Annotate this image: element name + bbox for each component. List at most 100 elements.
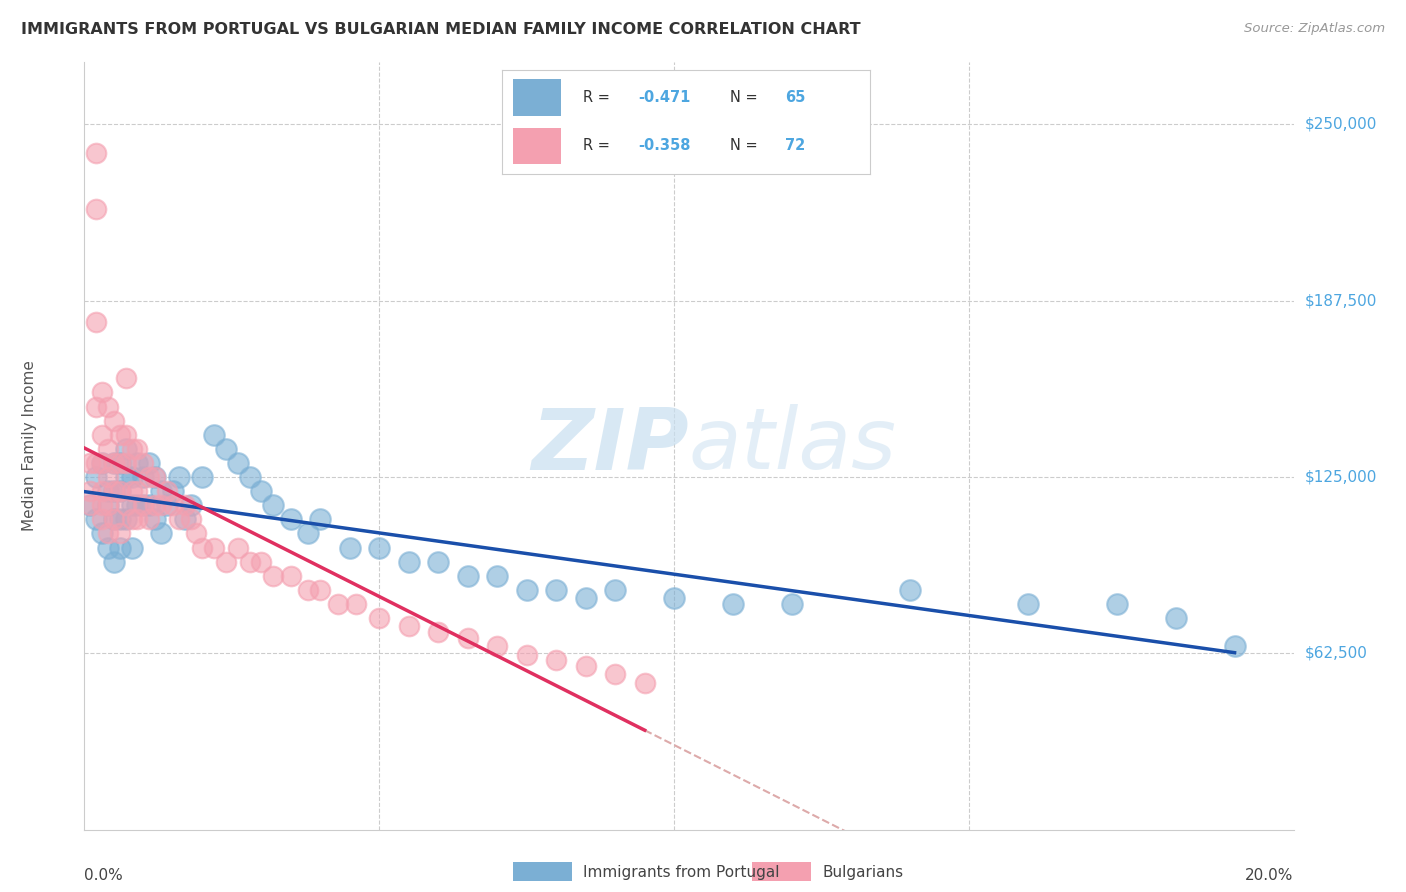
Point: [516, 582, 538, 597]
Point: [97, 541, 120, 555]
Point: [79, 484, 101, 499]
Point: [103, 456, 125, 470]
Point: [108, 512, 131, 526]
Point: [173, 512, 195, 526]
Point: [114, 427, 136, 442]
Point: [84, 400, 107, 414]
Point: [143, 512, 166, 526]
Point: [180, 498, 202, 512]
Point: [309, 512, 332, 526]
Point: [108, 484, 131, 499]
Point: [226, 456, 249, 470]
Text: Source: ZipAtlas.com: Source: ZipAtlas.com: [1244, 22, 1385, 36]
Point: [721, 597, 744, 611]
Point: [309, 582, 332, 597]
Point: [1164, 611, 1187, 625]
Point: [162, 498, 184, 512]
Point: [84, 512, 107, 526]
Point: [103, 555, 125, 569]
Point: [132, 498, 155, 512]
Point: [634, 676, 657, 690]
Point: [250, 484, 273, 499]
Point: [108, 526, 131, 541]
Point: [132, 470, 155, 484]
Point: [427, 625, 450, 640]
Point: [84, 470, 107, 484]
Point: [605, 582, 627, 597]
Point: [97, 470, 120, 484]
Point: [280, 512, 302, 526]
Point: [121, 512, 143, 526]
Point: [84, 145, 107, 160]
Text: 20.0%: 20.0%: [1246, 868, 1294, 883]
Point: [108, 541, 131, 555]
Point: [108, 456, 131, 470]
Point: [127, 442, 149, 456]
Point: [202, 541, 225, 555]
Point: [84, 456, 107, 470]
Point: [191, 541, 214, 555]
Point: [97, 442, 120, 456]
Point: [398, 555, 420, 569]
Point: [250, 555, 273, 569]
Point: [91, 456, 114, 470]
Point: [103, 512, 125, 526]
Point: [121, 442, 143, 456]
Text: $187,500: $187,500: [1305, 293, 1376, 309]
Point: [575, 591, 598, 606]
Point: [138, 456, 160, 470]
Point: [398, 619, 420, 633]
Point: [215, 555, 238, 569]
Point: [664, 591, 686, 606]
Point: [215, 442, 238, 456]
Point: [238, 555, 260, 569]
Point: [114, 512, 136, 526]
Text: Immigrants from Portugal: Immigrants from Portugal: [583, 865, 780, 880]
Point: [368, 611, 391, 625]
Point: [605, 667, 627, 681]
Point: [326, 597, 349, 611]
Point: [114, 371, 136, 385]
Point: [457, 568, 479, 582]
Text: $125,000: $125,000: [1305, 469, 1376, 484]
Point: [486, 568, 509, 582]
Text: $62,500: $62,500: [1305, 646, 1368, 661]
Point: [91, 456, 114, 470]
Point: [339, 541, 361, 555]
Point: [97, 484, 120, 499]
Point: [114, 456, 136, 470]
Point: [143, 470, 166, 484]
Point: [108, 484, 131, 499]
Point: [91, 512, 114, 526]
Point: [97, 498, 120, 512]
Point: [162, 484, 184, 499]
Point: [84, 315, 107, 329]
Point: [186, 526, 208, 541]
Point: [780, 597, 803, 611]
Point: [91, 385, 114, 400]
Point: [173, 498, 195, 512]
Point: [150, 526, 173, 541]
Point: [516, 648, 538, 662]
Point: [79, 498, 101, 512]
Point: [127, 512, 149, 526]
Point: [262, 498, 284, 512]
Text: ZIP: ZIP: [531, 404, 689, 488]
Point: [156, 484, 179, 499]
Point: [103, 456, 125, 470]
Point: [202, 427, 225, 442]
Point: [150, 484, 173, 499]
Point: [368, 541, 391, 555]
Point: [180, 512, 202, 526]
Point: [138, 512, 160, 526]
Point: [138, 470, 160, 484]
Point: [191, 470, 214, 484]
Point: [143, 470, 166, 484]
Point: [114, 442, 136, 456]
Point: [121, 541, 143, 555]
Point: [138, 498, 160, 512]
Point: [91, 427, 114, 442]
Point: [91, 498, 114, 512]
Point: [575, 659, 598, 673]
Point: [91, 526, 114, 541]
